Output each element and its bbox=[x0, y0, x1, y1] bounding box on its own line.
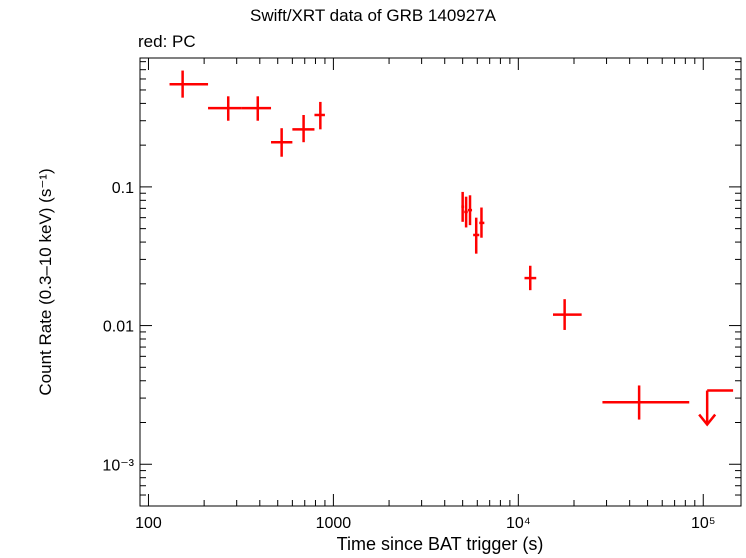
y-axis-label: Count Rate (0.3–10 keV) (s⁻¹) bbox=[36, 168, 55, 396]
chart-subtitle: red: PC bbox=[138, 32, 196, 51]
data-point bbox=[169, 70, 209, 98]
data-point bbox=[602, 385, 690, 420]
chart-title: Swift/XRT data of GRB 140927A bbox=[249, 6, 496, 25]
plot-frame bbox=[139, 57, 742, 507]
data-point bbox=[464, 196, 468, 228]
upper-limit-arrow-head bbox=[698, 413, 717, 427]
x-axis-label: Time since BAT trigger (s) bbox=[336, 534, 544, 554]
y-tick-label: 10⁻³ bbox=[102, 457, 134, 474]
data-point bbox=[473, 217, 480, 254]
data-point bbox=[461, 191, 465, 222]
data-point bbox=[241, 96, 272, 121]
data-point bbox=[553, 299, 582, 330]
data-point bbox=[479, 207, 485, 238]
y-tick-label: 0.01 bbox=[103, 319, 134, 336]
data-point bbox=[467, 195, 473, 226]
data-point bbox=[314, 101, 325, 130]
x-tick-label: 1000 bbox=[316, 515, 352, 532]
x-tick-label: 100 bbox=[135, 515, 162, 532]
data-point bbox=[292, 114, 315, 143]
data-point bbox=[208, 96, 242, 121]
data-point bbox=[524, 265, 537, 291]
upper-limit bbox=[698, 389, 734, 427]
x-tick-label: 10⁴ bbox=[506, 515, 531, 532]
x-tick-label: 10⁵ bbox=[691, 515, 715, 532]
y-tick-label: 0.1 bbox=[112, 180, 134, 197]
data-point bbox=[271, 128, 293, 157]
